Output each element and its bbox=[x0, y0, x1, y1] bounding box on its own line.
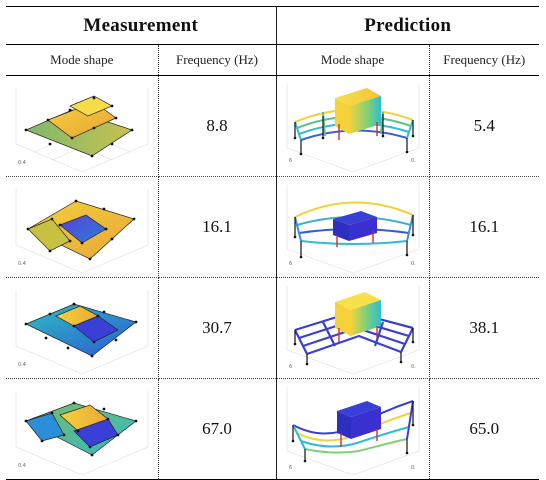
measured-frequency-value: 8.8 bbox=[206, 116, 228, 135]
axis-tick-label: 0. bbox=[411, 158, 416, 164]
axis-tick-label: 0. bbox=[411, 465, 416, 471]
measured-frequency-value: 16.1 bbox=[202, 217, 232, 236]
prediction-frequency-column-header: Frequency (Hz) bbox=[429, 44, 539, 76]
predicted-mode-shape-plot: 6 0. bbox=[283, 280, 423, 376]
measured-frequency-cell: 67.0 bbox=[158, 378, 277, 480]
predicted-frequency-cell: 16.1 bbox=[429, 176, 539, 278]
measured-mode-shape-cell: 0.4 bbox=[6, 176, 159, 278]
table-row: 0.4 8.8 bbox=[6, 75, 539, 177]
predicted-mode-shape-plot: 6 0. bbox=[283, 179, 423, 275]
measured-mode-shape-plot: 0.4 bbox=[12, 179, 152, 275]
predicted-frequency-cell: 65.0 bbox=[429, 378, 539, 480]
measured-mode-shape-cell: 0.4 bbox=[6, 378, 159, 480]
table-row: 0.4 30.7 bbox=[6, 277, 539, 379]
measured-mode-shape-cell: 0.4 bbox=[6, 277, 159, 379]
measured-frequency-value: 30.7 bbox=[202, 318, 232, 337]
predicted-mode-shape-cell: 6 0. bbox=[276, 176, 430, 278]
axis-tick-label: 0.4 bbox=[18, 362, 26, 368]
table-row: 0.4 16.1 bbox=[6, 176, 539, 278]
predicted-frequency-value: 65.0 bbox=[469, 419, 500, 438]
predicted-mode-shape-cell: 6 0. bbox=[276, 277, 430, 379]
measured-mode-shape-plot: 0.4 bbox=[12, 381, 152, 477]
measurement-mode-shape-column-header: Mode shape bbox=[6, 44, 159, 76]
predicted-frequency-cell: 38.1 bbox=[429, 277, 539, 379]
table-row: 0.4 67.0 bbox=[6, 378, 539, 480]
axis-tick-label: 6 bbox=[289, 261, 292, 267]
axis-tick-label: 0. bbox=[411, 261, 416, 267]
predicted-mode-shape-cell: 6 0. bbox=[276, 378, 430, 480]
axis-tick-label: 0.4 bbox=[18, 261, 26, 267]
measurement-frequency-column-header: Frequency (Hz) bbox=[158, 44, 277, 76]
predicted-mode-shape-cell: 6 0. bbox=[276, 75, 430, 177]
axis-tick-label: 0. bbox=[411, 364, 416, 370]
predicted-mode-shape-plot: 6 0. bbox=[283, 381, 423, 477]
measured-mode-shape-cell: 0.4 bbox=[6, 75, 159, 177]
predicted-frequency-cell: 5.4 bbox=[429, 75, 539, 177]
measurement-header: Measurement bbox=[6, 6, 277, 45]
mode-shape-comparison-table: Measurement Prediction Mode shape Freque… bbox=[6, 6, 539, 480]
prediction-header: Prediction bbox=[276, 6, 539, 45]
predicted-frequency-value: 16.1 bbox=[469, 217, 500, 236]
predicted-mode-shape-plot: 6 0. bbox=[283, 78, 423, 174]
axis-tick-label: 6 bbox=[289, 364, 292, 370]
predicted-frequency-value: 5.4 bbox=[473, 116, 495, 135]
measured-frequency-cell: 8.8 bbox=[158, 75, 277, 177]
measured-frequency-cell: 30.7 bbox=[158, 277, 277, 379]
axis-tick-label: 6 bbox=[289, 158, 292, 164]
axis-tick-label: 6 bbox=[289, 465, 292, 471]
prediction-mode-shape-column-header: Mode shape bbox=[276, 44, 430, 76]
predicted-frequency-value: 38.1 bbox=[469, 318, 500, 337]
measured-frequency-value: 67.0 bbox=[202, 419, 232, 438]
axis-tick-label: 0.4 bbox=[18, 463, 26, 469]
axis-tick-label: 0.4 bbox=[18, 160, 26, 166]
measured-mode-shape-plot: 0.4 bbox=[12, 280, 152, 376]
measured-mode-shape-plot: 0.4 bbox=[12, 78, 152, 174]
measured-frequency-cell: 16.1 bbox=[158, 176, 277, 278]
